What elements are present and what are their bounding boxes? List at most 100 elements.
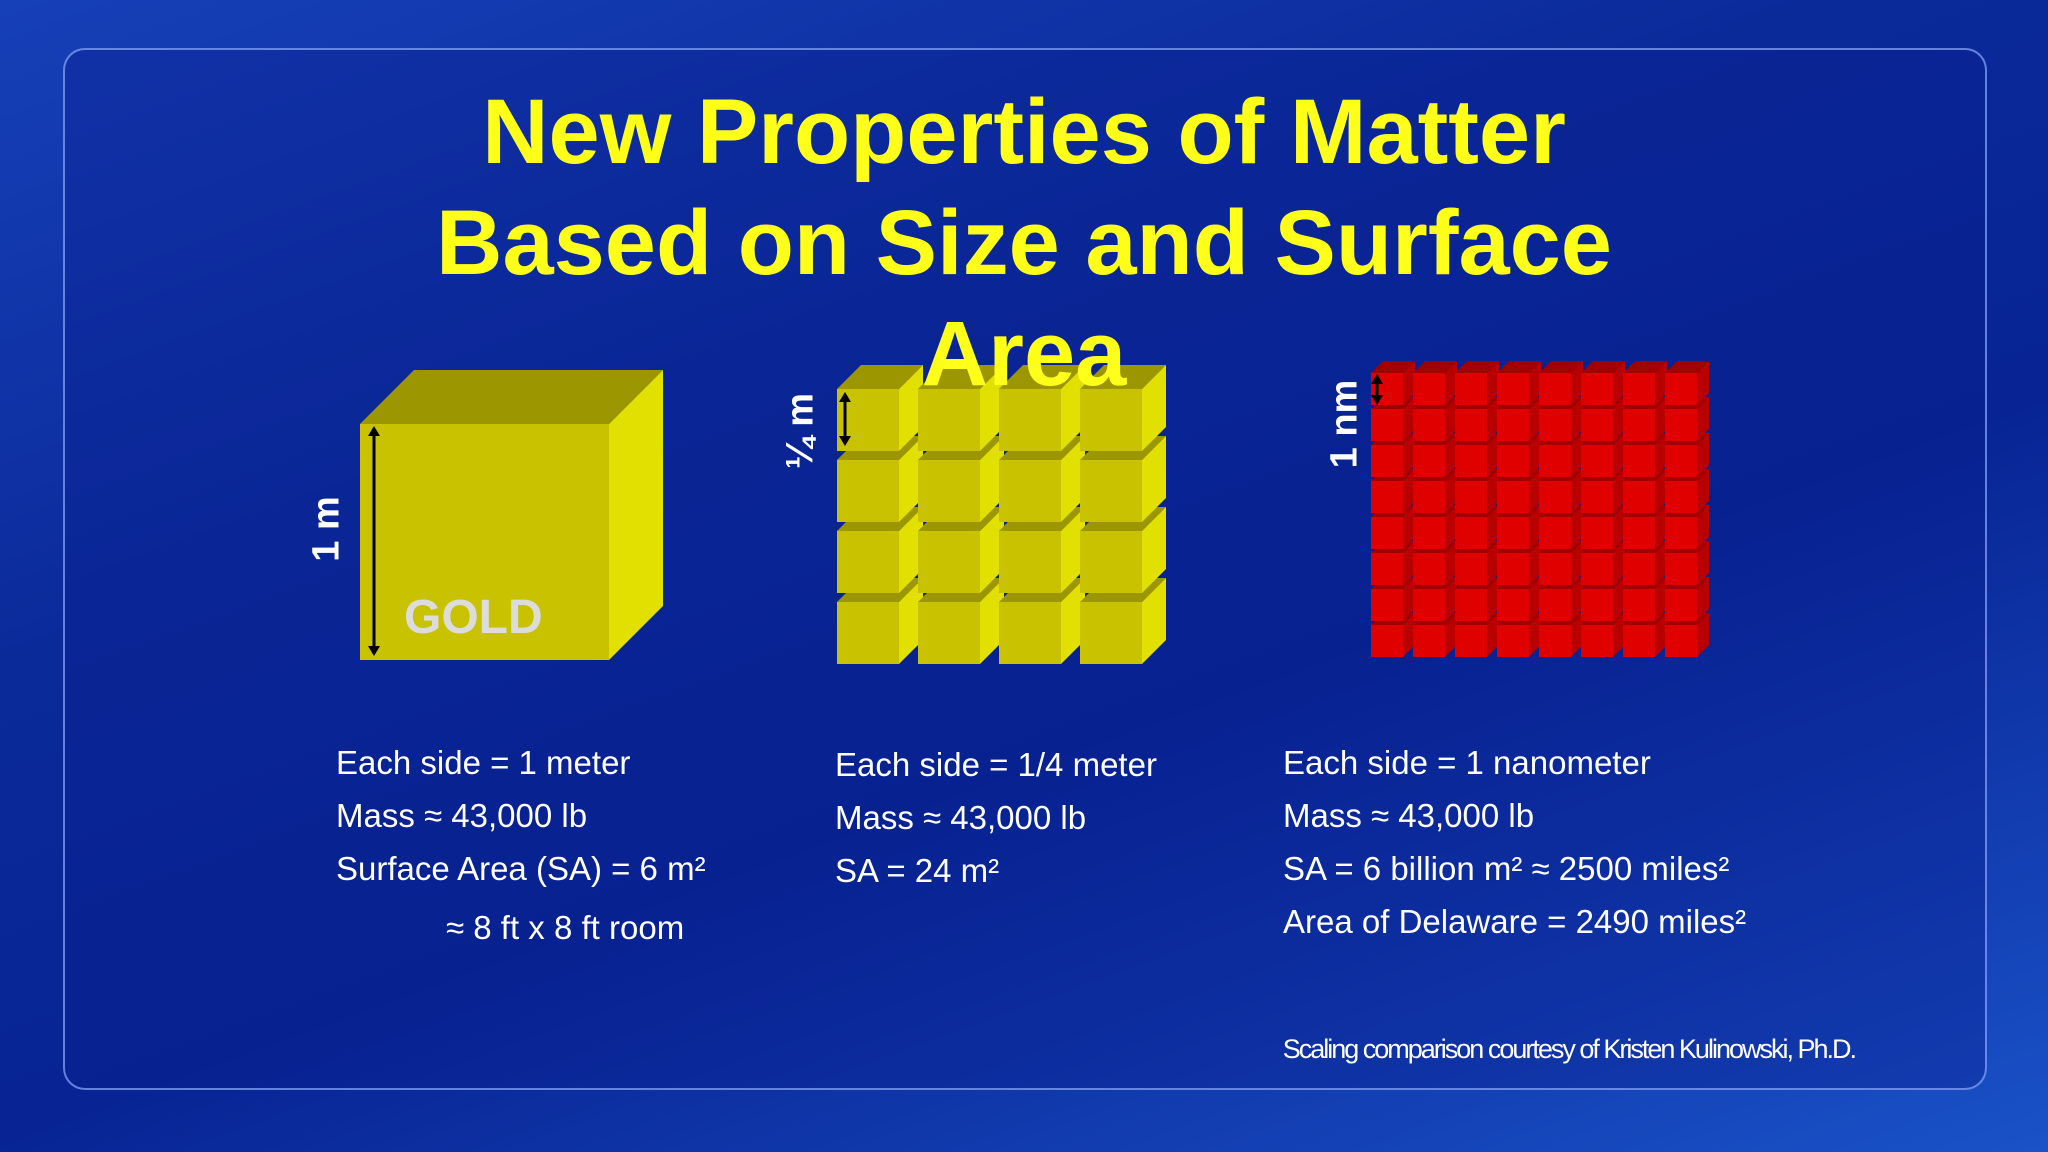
- cube-front: [1665, 409, 1697, 441]
- arrow-head: [1371, 395, 1383, 405]
- cube-side: [1655, 361, 1667, 405]
- cube-text: GOLD: [404, 591, 543, 644]
- cube-front: [1581, 409, 1613, 441]
- cube-front: [1371, 409, 1403, 441]
- cube-front: [1371, 625, 1403, 657]
- cube-front: [1581, 625, 1613, 657]
- cube-side: [1613, 397, 1625, 441]
- cube-front: [1539, 625, 1571, 657]
- cube-side: [1142, 507, 1166, 593]
- arrow-head: [368, 426, 380, 436]
- cube-front: [1413, 625, 1445, 657]
- cube-front: [837, 460, 899, 522]
- cube-front: [918, 602, 980, 664]
- cube-front: [1413, 445, 1445, 477]
- cube-front: [1080, 602, 1142, 664]
- cube-side: [1613, 577, 1625, 621]
- cube-front: [1581, 553, 1613, 585]
- cube-side: [1697, 361, 1709, 405]
- size-label: ¼ m: [779, 392, 822, 470]
- cube-front: [1665, 373, 1697, 405]
- size-label: 1 nm: [1323, 379, 1366, 469]
- cube-front: [1455, 517, 1487, 549]
- cube-front: [1665, 589, 1697, 621]
- cube-front: [918, 389, 980, 451]
- cube-front: [918, 531, 980, 593]
- cube-front: [1665, 481, 1697, 513]
- cube-front: [1413, 409, 1445, 441]
- cube-front: [1497, 409, 1529, 441]
- cube-front: [1455, 481, 1487, 513]
- cube-front: [999, 389, 1061, 451]
- cube-front: [1581, 373, 1613, 405]
- cube-front: [1497, 445, 1529, 477]
- cube-side: [1697, 469, 1709, 513]
- cube-side: [1529, 433, 1541, 477]
- cube-side: [1655, 433, 1667, 477]
- cube-side: [1613, 505, 1625, 549]
- cube-side: [1487, 397, 1499, 441]
- cube-front: [1497, 589, 1529, 621]
- title-line: Based on Size and Surface: [436, 192, 1612, 294]
- info-line: ≈ 8 ft x 8 ft room: [446, 909, 685, 946]
- cube-side: [1061, 365, 1085, 451]
- cube-front: [1539, 553, 1571, 585]
- cube-side: [1403, 505, 1415, 549]
- cube-side: [1403, 577, 1415, 621]
- cube-front: [1539, 445, 1571, 477]
- cube-front: [1623, 553, 1655, 585]
- cube-side: [1613, 469, 1625, 513]
- cube-top: [1539, 361, 1583, 373]
- cube-side: [980, 365, 1004, 451]
- cube-side: [1697, 505, 1709, 549]
- cube-front: [837, 602, 899, 664]
- cube-side: [1571, 469, 1583, 513]
- cube-side: [1487, 541, 1499, 585]
- cube-side: [1655, 613, 1667, 657]
- cube-side: [1529, 577, 1541, 621]
- info-line: SA = 6 billion m² ≈ 2500 miles²: [1283, 850, 1730, 887]
- cube-front: [1455, 445, 1487, 477]
- cube-front: [1455, 409, 1487, 441]
- cube-front: [1497, 373, 1529, 405]
- credit: Scaling comparison courtesy of Kristen K…: [1282, 1034, 1857, 1064]
- cube-side: [1445, 541, 1457, 585]
- cube-side: [1529, 613, 1541, 657]
- arrow-head: [839, 392, 851, 402]
- cube-front: [999, 531, 1061, 593]
- cube-side: [1487, 469, 1499, 513]
- cube-front: [1455, 373, 1487, 405]
- cube-side: [1061, 578, 1085, 664]
- cube-side: [1571, 505, 1583, 549]
- cube-front: [1581, 589, 1613, 621]
- info-line: Each side = 1 meter: [336, 744, 631, 781]
- cube-side: [1655, 541, 1667, 585]
- cube-front: [1497, 481, 1529, 513]
- cube-front: [1623, 625, 1655, 657]
- info-line: Mass ≈ 43,000 lb: [835, 799, 1087, 836]
- cube-side: [1445, 577, 1457, 621]
- info-line: Surface Area (SA) = 6 m²: [336, 850, 706, 887]
- cube-front: [1665, 553, 1697, 585]
- arrow-head: [839, 436, 851, 446]
- cube-side: [1697, 577, 1709, 621]
- cube-side: [1571, 397, 1583, 441]
- cube-side: [1445, 469, 1457, 513]
- cube-front: [1581, 517, 1613, 549]
- cube-top: [999, 365, 1085, 389]
- cube-side: [1403, 541, 1415, 585]
- cube-front: [1665, 445, 1697, 477]
- cube-front: [1413, 481, 1445, 513]
- cube-front: [1455, 625, 1487, 657]
- cube-front: [1623, 589, 1655, 621]
- cube-front: [1413, 589, 1445, 621]
- cube-side: [1445, 505, 1457, 549]
- cube-side: [609, 370, 663, 660]
- cube-front: [1371, 445, 1403, 477]
- cube-side: [1613, 613, 1625, 657]
- cube-front: [1080, 460, 1142, 522]
- cube-top: [1080, 365, 1166, 389]
- cube-side: [1655, 505, 1667, 549]
- cube-side: [1697, 541, 1709, 585]
